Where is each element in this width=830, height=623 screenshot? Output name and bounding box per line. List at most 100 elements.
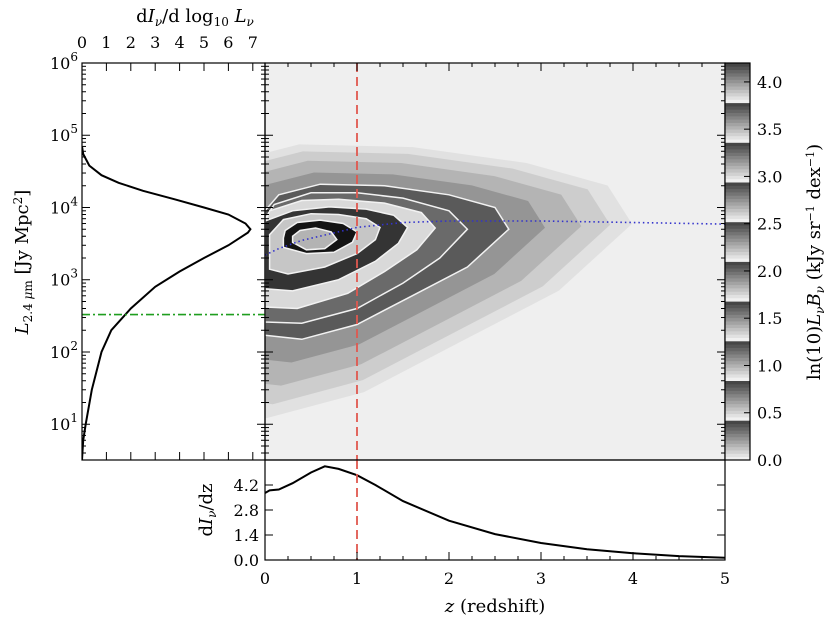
colorbar-step — [725, 182, 750, 186]
colorbar-step — [725, 165, 750, 170]
colorbar-tick-label: 3.5 — [757, 120, 782, 139]
colorbar-step — [725, 82, 750, 87]
left-frame — [81, 62, 266, 461]
colorbar-step — [725, 178, 750, 183]
colorbar-bands — [725, 63, 750, 461]
colorbar-step — [725, 119, 750, 123]
left-xlabel: dIν/d log10 Lν — [136, 6, 254, 29]
left-xtick-label: 0 — [77, 33, 87, 52]
colorbar-step — [725, 416, 750, 421]
colorbar-step — [725, 248, 750, 252]
colorbar-step — [725, 334, 750, 338]
contour-level-3.5 — [291, 227, 338, 251]
bottom-ytick-label: 2.8 — [234, 501, 259, 520]
colorbar-step — [725, 420, 750, 425]
colorbar-step — [725, 377, 750, 381]
colorbar-step — [725, 92, 750, 97]
colorbar-step — [725, 364, 750, 368]
colorbar-step — [725, 307, 750, 312]
colorbar: 0.0 0.5 1.0 1.5 2.0 2.5 3.0 3.5 4.0 ln(10)LνBν (… — [724, 62, 827, 470]
bottom-ticks: 0 1 2 3 4 5 0.0 1.4 2.8 4.2 — [234, 476, 731, 588]
colorbar-step — [725, 188, 750, 193]
colorbar-step — [725, 360, 750, 365]
colorbar-tick-label: 1.5 — [757, 309, 782, 328]
left-ytick-label: 102 — [50, 339, 78, 362]
colorbar-step — [725, 122, 750, 127]
redshift-distribution-curve — [265, 465, 725, 559]
left-ticks: 0 1 2 3 4 5 6 7 101 102 103 104 105 106 — [50, 33, 265, 460]
colorbar-step — [725, 201, 750, 206]
colorbar-step — [725, 72, 750, 77]
colorbar-step — [725, 327, 750, 332]
colorbar-step — [725, 403, 750, 408]
left-xtick-label: 2 — [126, 33, 136, 52]
colorbar-step — [725, 301, 750, 305]
colorbar-step — [725, 69, 750, 74]
colorbar-step — [725, 89, 750, 94]
colorbar-step — [725, 340, 750, 345]
bottom-xtick-label: 3 — [536, 569, 546, 588]
colorbar-step — [725, 261, 750, 266]
colorbar-step — [725, 407, 750, 411]
colorbar-step — [725, 168, 750, 173]
colorbar-step — [725, 145, 750, 150]
colorbar-step — [725, 195, 750, 200]
colorbar-step — [725, 215, 750, 219]
bottom-xtick-label: 0 — [260, 569, 270, 588]
colorbar-step — [725, 271, 750, 276]
colorbar-step — [725, 397, 750, 401]
contour-bands — [265, 183, 510, 341]
colorbar-step — [725, 221, 750, 226]
colorbar-step — [725, 274, 750, 279]
left-xtick-label: 3 — [150, 33, 160, 52]
luminosity-distribution-curve — [82, 146, 252, 460]
colorbar-step — [725, 135, 750, 140]
colorbar-tick-label: 3.0 — [757, 167, 782, 186]
colorbar-step — [725, 383, 750, 388]
colorbar-step — [725, 330, 750, 335]
left-ytick-label: 104 — [50, 194, 78, 217]
colorbar-step — [725, 152, 750, 157]
peak-luminosity-line — [265, 220, 725, 256]
colorbar-step — [725, 142, 750, 147]
colorbar-step — [725, 106, 750, 110]
colorbar-step — [725, 102, 750, 107]
colorbar-step — [725, 291, 750, 295]
colorbar-step — [725, 172, 750, 176]
colorbar-step — [725, 278, 750, 282]
colorbar-step — [725, 393, 750, 398]
main-ticks — [264, 62, 726, 454]
colorbar-frame — [724, 62, 751, 461]
left-ytick-label: 103 — [50, 267, 78, 290]
colorbar-step — [725, 367, 750, 372]
colorbar-step — [725, 344, 750, 348]
colorbar-step — [725, 211, 750, 216]
left-ytick-label: 106 — [50, 50, 78, 73]
colorbar-step — [725, 175, 750, 180]
colorbar-step — [725, 321, 750, 325]
colorbar-step — [725, 149, 750, 153]
colorbar-step — [725, 244, 750, 249]
colorbar-step — [725, 324, 750, 329]
colorbar-step — [725, 76, 750, 80]
colorbar-step — [725, 453, 750, 458]
colorbar-step — [725, 139, 750, 143]
colorbar-step — [725, 317, 750, 322]
colorbar-tick-label: 2.5 — [757, 215, 782, 234]
colorbar-step — [725, 357, 750, 362]
colorbar-step — [725, 347, 750, 352]
left-panel: 0 1 2 3 4 5 6 7 101 102 103 104 105 106 dIν/d log10 L… — [11, 6, 266, 461]
colorbar-step — [725, 99, 750, 104]
colorbar-step — [725, 254, 750, 259]
left-ylabel: L2.4 μm [Jy Mpc2] — [11, 190, 35, 336]
left-xtick-label: 6 — [223, 33, 233, 52]
left-xtick-label: 1 — [101, 33, 111, 52]
colorbar-step — [725, 129, 750, 133]
colorbar-step — [725, 430, 750, 434]
colorbar-step — [725, 79, 750, 84]
colorbar-step — [725, 125, 750, 130]
colorbar-step — [725, 185, 750, 190]
bottom-ytick-label: 1.4 — [234, 526, 259, 545]
colorbar-step — [725, 258, 750, 262]
